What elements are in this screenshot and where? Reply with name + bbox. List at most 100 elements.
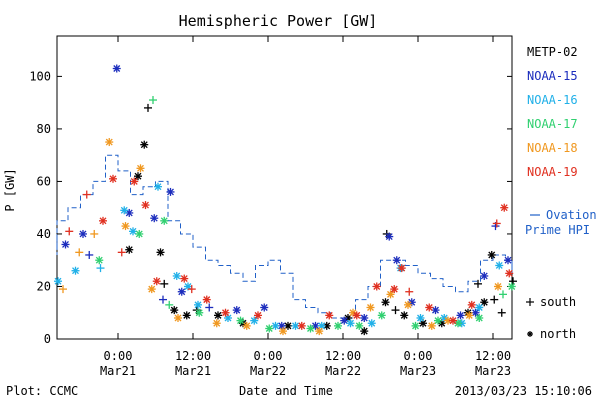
point-noaa-19: [221, 308, 230, 317]
point-metp-02: [182, 311, 191, 320]
point-stroke: [279, 327, 287, 335]
point-noaa-18: [75, 248, 84, 257]
point-noaa-19: [325, 311, 334, 320]
point-noaa-18: [242, 321, 251, 330]
point-stroke: [419, 319, 427, 327]
point-stroke: [432, 306, 439, 314]
point-stroke: [360, 327, 368, 335]
point-noaa-18: [366, 303, 375, 312]
point-stroke: [180, 275, 188, 283]
point-stroke: [315, 327, 323, 335]
point-stroke: [265, 325, 273, 332]
point-noaa-19: [492, 219, 501, 228]
point-metp-02: [490, 295, 499, 304]
point-metp-02: [480, 298, 489, 307]
point-noaa-15: [112, 64, 121, 73]
point-noaa-15: [177, 287, 186, 296]
point-metp-02: [497, 308, 506, 317]
marker-legend-label: south: [540, 295, 576, 309]
x-tick-label-time: 0:00: [254, 349, 283, 363]
point-stroke: [368, 319, 376, 327]
point-stroke: [222, 309, 229, 317]
point-noaa-17: [475, 313, 484, 322]
x-tick-label-date: Mar22: [250, 364, 286, 378]
point-noaa-19: [425, 303, 434, 312]
point-noaa-15: [480, 271, 489, 280]
point-stroke: [505, 269, 513, 277]
point-stroke: [157, 248, 164, 256]
point-metp-02: [487, 250, 496, 259]
marker-legend-label: north: [540, 327, 576, 341]
point-stroke: [457, 311, 464, 319]
point-noaa-15: [504, 256, 512, 265]
point-metp-02: [474, 279, 482, 288]
point-stroke: [508, 283, 516, 290]
point-stroke: [54, 277, 62, 285]
x-tick-label-date: Mar21: [100, 364, 136, 378]
point-noaa-16: [346, 319, 355, 328]
point-noaa-17: [149, 96, 157, 105]
point-stroke: [468, 301, 476, 309]
point-stroke: [298, 322, 306, 330]
point-noaa-19: [254, 311, 262, 320]
point-noaa-15: [360, 313, 369, 322]
point-noaa-17: [377, 311, 386, 320]
footer-credit: Plot: CCMC: [6, 384, 78, 398]
point-stroke: [334, 322, 342, 330]
point-stroke: [130, 177, 138, 185]
point-noaa-16: [71, 266, 80, 275]
point-stroke: [373, 283, 381, 290]
point-stroke: [272, 322, 279, 330]
ovation-hpi-line: [56, 154, 513, 319]
point-stroke: [347, 319, 354, 327]
point-noaa-15: [85, 250, 94, 259]
point-stroke: [475, 314, 483, 322]
point-stroke: [428, 322, 436, 330]
point-noaa-17: [507, 282, 516, 291]
plot-frame: [56, 35, 513, 340]
point-noaa-16: [129, 227, 137, 236]
point-noaa-18: [174, 313, 182, 322]
point-noaa-15: [166, 187, 175, 196]
point-stroke: [398, 264, 406, 272]
point-noaa-19: [65, 227, 74, 236]
point-stroke: [203, 296, 211, 304]
point-stroke: [178, 288, 186, 296]
point-stroke: [214, 311, 222, 319]
point-stroke: [260, 304, 268, 311]
point-noaa-16: [172, 271, 181, 280]
point-noaa-15: [79, 229, 87, 238]
point-stroke: [323, 322, 331, 330]
ovation-hpi-path: [56, 154, 513, 319]
plot-frame-group: [56, 35, 513, 340]
point-noaa-16: [194, 300, 202, 309]
point-stroke: [134, 172, 142, 180]
point-noaa-15: [385, 232, 394, 241]
point-noaa-15: [431, 306, 440, 315]
point-stroke: [170, 306, 178, 314]
legend-entry: NOAA-15: [527, 69, 578, 83]
point-noaa-17: [411, 321, 420, 330]
point-noaa-16: [367, 319, 376, 328]
point-noaa-19: [297, 321, 306, 330]
point-noaa-16: [416, 313, 425, 322]
point-stroke: [173, 272, 181, 280]
point-noaa-19: [82, 190, 91, 199]
point-noaa-18: [59, 285, 67, 294]
point-noaa-17: [195, 308, 204, 317]
point-stroke: [174, 314, 182, 322]
point-stroke: [340, 317, 348, 325]
point-noaa-19: [500, 203, 509, 212]
legend: METP-02 NOAA-15 NOAA-16 NOAA-17 NOAA-18 NOAA-…: [527, 45, 578, 179]
point-noaa-19: [187, 285, 196, 294]
point-noaa-15: [471, 308, 480, 317]
legend-entry: NOAA-16: [527, 93, 578, 107]
x-axis: 0:00Mar2112:00Mar210:00Mar2212:00Mar220:…: [100, 36, 511, 378]
point-noaa-18: [136, 164, 145, 173]
legend-entry: NOAA-17: [527, 117, 578, 131]
point-stroke: [292, 322, 299, 330]
point-stroke: [495, 262, 503, 269]
point-stroke: [137, 164, 144, 172]
point-stroke: [444, 317, 452, 325]
point-noaa-15: [232, 306, 241, 315]
